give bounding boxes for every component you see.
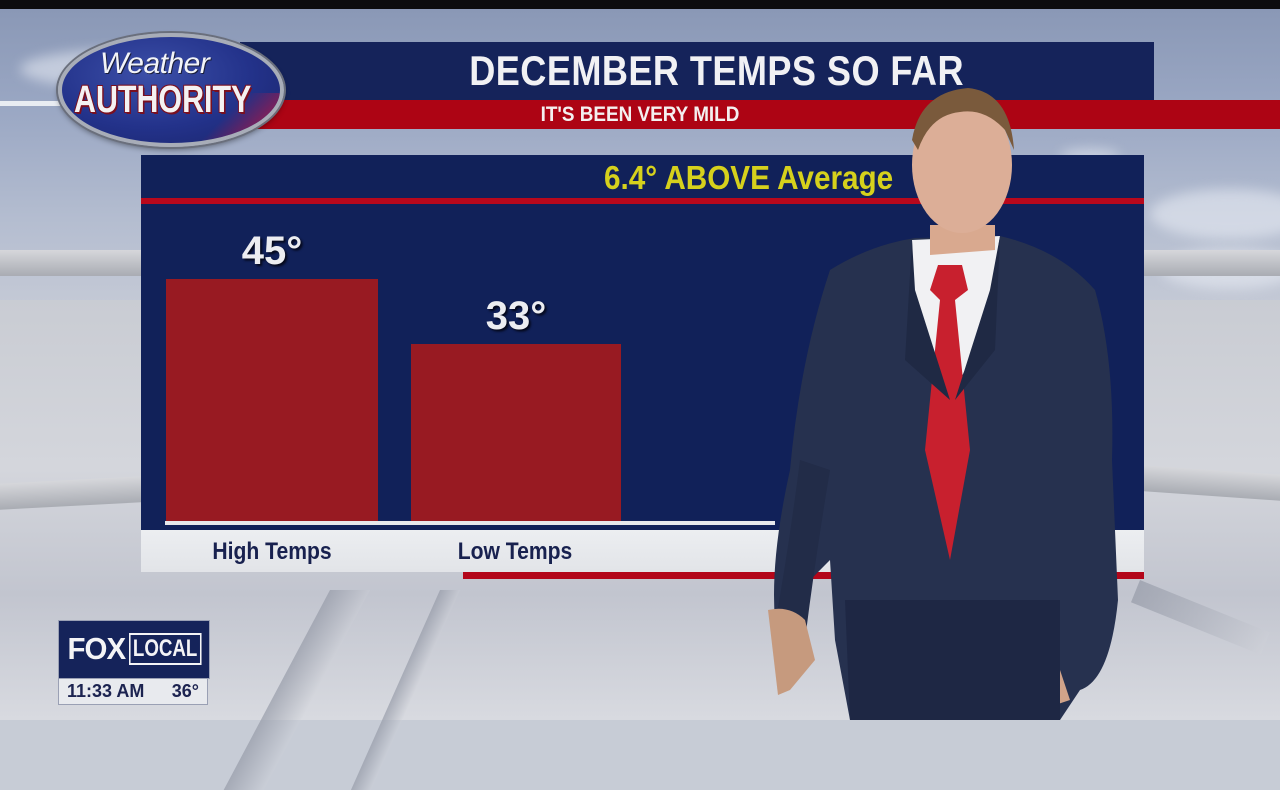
brand-fox: FOX bbox=[67, 631, 127, 666]
left-accent-line bbox=[0, 101, 70, 106]
logo-swoosh bbox=[180, 93, 280, 143]
anomaly-text-occluded: e bbox=[876, 159, 894, 196]
value-label-high: 45° bbox=[241, 229, 303, 273]
current-time: 11:33 AM bbox=[67, 681, 145, 701]
fox-local-logo: FOX LOCAL bbox=[66, 630, 221, 668]
category-label-low: Low Temps bbox=[457, 538, 573, 565]
station-bug bbox=[58, 620, 210, 679]
brand-local: LOCAL bbox=[128, 633, 202, 665]
value-label-low: 33° bbox=[485, 294, 547, 338]
chart-divider-line bbox=[141, 198, 1144, 204]
anomaly-text: 6.4° ABOVE Averag bbox=[604, 159, 877, 196]
letterbox-bar bbox=[0, 0, 1280, 9]
chart-title: DECEMBER TEMPS SO FAR bbox=[469, 47, 965, 94]
bar-high-temps bbox=[166, 279, 378, 522]
subtitle-banner bbox=[240, 100, 1280, 129]
chart-baseline bbox=[165, 521, 775, 525]
chart-subtitle: IT'S BEEN VERY MILD bbox=[540, 102, 740, 126]
category-label-high: High Temps bbox=[212, 538, 332, 565]
title-banner: DECEMBER TEMPS SO FAR bbox=[240, 42, 1154, 100]
current-temperature: 36° bbox=[171, 681, 199, 701]
weather-authority-logo: Weather AUTHORITY bbox=[58, 33, 284, 147]
logo-line1: Weather bbox=[100, 47, 210, 80]
logo-line2: AUTHORITY bbox=[74, 79, 252, 121]
bottom-accent-line bbox=[463, 572, 1144, 579]
anomaly-annotation: 6.4° ABOVE Averag e bbox=[604, 158, 893, 198]
bar-low-temps bbox=[411, 344, 621, 522]
time-temp-bar: 11:33 AM 36° bbox=[58, 678, 208, 705]
